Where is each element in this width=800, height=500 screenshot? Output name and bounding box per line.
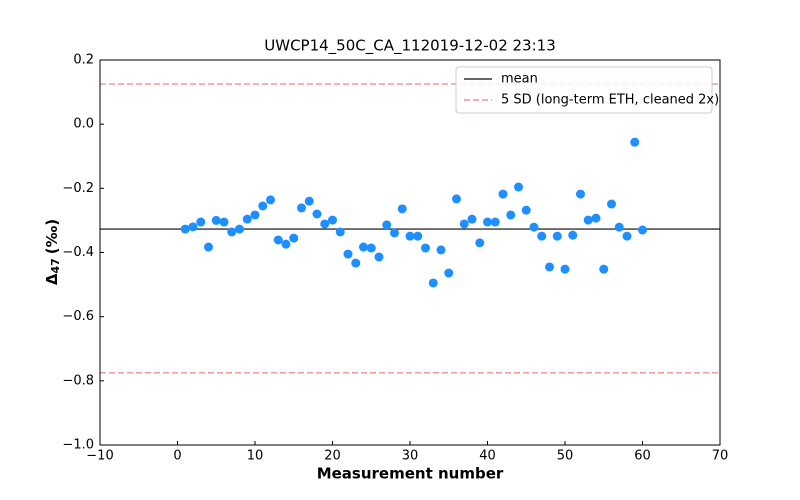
point	[343, 249, 353, 259]
point	[397, 204, 407, 214]
y-tick-label: −1.0	[62, 438, 94, 453]
point	[467, 214, 477, 224]
point	[250, 210, 260, 220]
point	[607, 199, 616, 209]
point	[591, 213, 601, 223]
point	[428, 278, 438, 288]
point	[312, 209, 322, 219]
x-tick-label: 20	[324, 449, 341, 464]
x-tick-label: 40	[479, 449, 496, 464]
point	[281, 239, 291, 249]
y-label-unit: (‰)	[43, 219, 61, 254]
point	[405, 231, 415, 241]
point	[188, 222, 198, 232]
point	[235, 224, 244, 234]
legend-box	[455, 66, 713, 114]
x-tick-label: 0	[173, 449, 181, 464]
point	[483, 217, 492, 227]
point	[374, 252, 384, 262]
point	[359, 242, 368, 252]
point	[622, 231, 632, 241]
point	[351, 258, 361, 268]
point	[242, 214, 252, 224]
point	[266, 195, 275, 205]
x-tick-label: 30	[402, 449, 419, 464]
point	[638, 225, 647, 235]
y-axis-label: Δ47 (‰)	[43, 219, 63, 285]
point	[320, 219, 330, 229]
y-tick-label: −0.6	[62, 309, 94, 324]
y-tick-label: 0.0	[73, 117, 94, 132]
point	[227, 227, 237, 237]
point	[521, 205, 531, 215]
point	[196, 217, 206, 227]
point	[583, 215, 593, 225]
x-tick-label: 50	[557, 449, 574, 464]
point	[335, 227, 345, 237]
legend-label: 5 SD (long-term ETH, cleaned 2x)	[501, 93, 719, 108]
point	[204, 242, 213, 252]
point	[421, 243, 430, 253]
point	[459, 219, 469, 229]
x-tick-label: −10	[86, 449, 113, 464]
y-tick-label: −0.2	[62, 181, 94, 196]
point	[506, 210, 516, 220]
point	[552, 231, 562, 241]
point	[289, 233, 299, 243]
point	[258, 201, 268, 211]
point	[614, 222, 624, 232]
point	[599, 264, 609, 274]
point	[219, 217, 229, 227]
point	[413, 231, 423, 241]
point	[529, 222, 539, 232]
chart-title: UWCP14_50C_CA_112019-12-02 23:13	[264, 37, 555, 56]
point	[560, 264, 570, 274]
point	[297, 203, 306, 213]
point	[475, 238, 485, 248]
point	[273, 235, 283, 245]
point	[537, 231, 547, 241]
x-tick-label: 70	[712, 449, 729, 464]
point	[630, 137, 640, 147]
point	[390, 228, 399, 238]
point	[444, 268, 454, 278]
point	[576, 189, 585, 199]
y-label-symbol: Δ	[43, 273, 61, 285]
plot-frame	[99, 59, 721, 446]
x-axis-label: Measurement number	[317, 465, 504, 483]
point	[545, 262, 554, 272]
point	[366, 243, 376, 253]
point	[304, 196, 314, 206]
y-tick-label: −0.8	[62, 373, 94, 388]
x-tick-label: 60	[634, 449, 651, 464]
point	[498, 189, 508, 199]
point	[514, 182, 523, 192]
y-label-subscript: 47	[49, 258, 62, 273]
legend-label: mean	[501, 72, 538, 87]
y-tick-label: −0.4	[62, 245, 94, 260]
point	[211, 215, 221, 225]
x-tick-label: 10	[247, 449, 264, 464]
point	[436, 245, 446, 255]
point	[490, 217, 500, 227]
point	[180, 224, 190, 234]
point	[382, 220, 392, 230]
point	[328, 215, 337, 225]
point	[568, 230, 578, 240]
point	[452, 194, 461, 204]
y-tick-label: 0.2	[73, 53, 94, 68]
